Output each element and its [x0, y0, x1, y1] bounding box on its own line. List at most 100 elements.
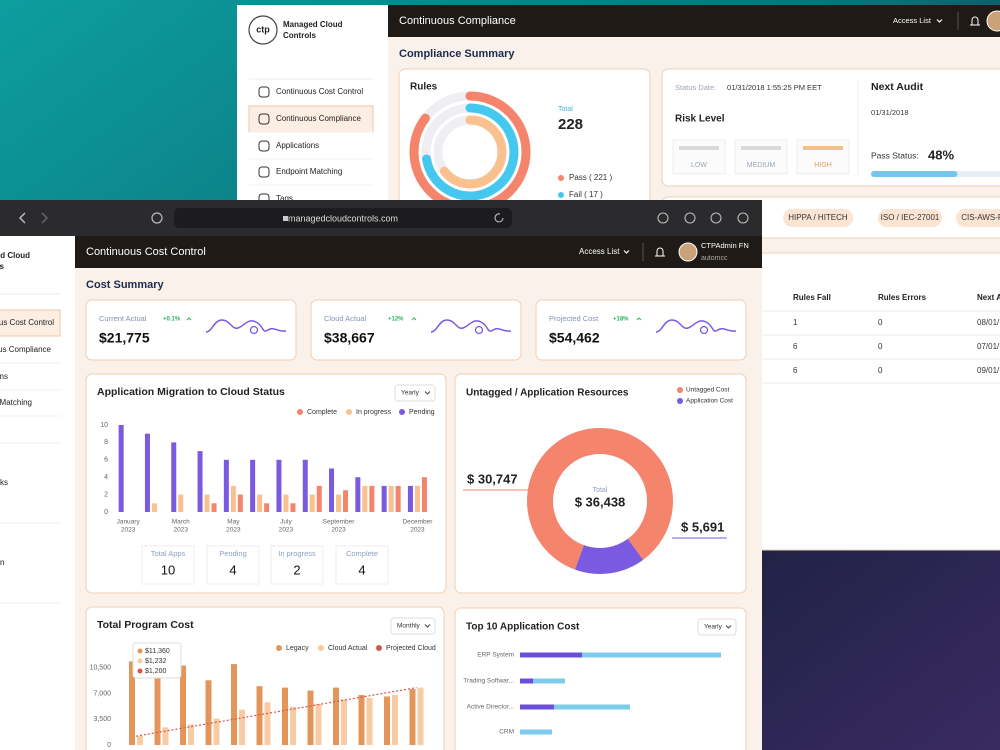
y-tick-label: 0 — [104, 509, 108, 516]
bar — [341, 699, 347, 745]
dropdown[interactable] — [394, 384, 436, 402]
risk-box — [734, 139, 788, 175]
pass-value: 48% — [928, 147, 954, 162]
bar — [162, 727, 169, 745]
x-tick-label: December — [402, 519, 433, 526]
nav-item[interactable]: n — [0, 558, 4, 567]
table-cell: 0 — [878, 366, 883, 375]
bar — [315, 703, 322, 745]
nav-item[interactable]: Continuous Cost Control — [276, 87, 363, 96]
nav-item[interactable]: Continuous Compliance — [0, 345, 52, 354]
nav-item[interactable]: Tags — [276, 194, 293, 203]
stat-label: In progress — [278, 549, 316, 558]
stat-box — [141, 545, 195, 585]
table-cell: 09/01/ — [977, 366, 1000, 375]
chevron — [424, 624, 431, 628]
nav-item[interactable]: Endpoint Matching — [276, 167, 342, 176]
next-audit-title: Next Audit — [871, 81, 924, 93]
legend-dot — [376, 645, 382, 651]
nav-item[interactable]: ks — [0, 478, 8, 487]
nav-item[interactable]: Continuous Compliance — [276, 114, 361, 123]
table-cell: 6 — [793, 342, 798, 351]
nav-item[interactable]: Applications — [0, 372, 8, 381]
bar — [231, 664, 237, 745]
bell-icon — [970, 16, 980, 26]
nav-item[interactable]: Continuous Cost Control — [0, 318, 54, 327]
bar — [336, 494, 342, 512]
y-tick-label: CRM — [499, 729, 514, 736]
nav-item[interactable]: Endpoint Matching — [0, 398, 32, 407]
access-list[interactable]: Access List — [893, 16, 932, 25]
stat-box — [335, 545, 389, 585]
bar — [307, 690, 314, 745]
sparkline-marker — [474, 325, 484, 335]
bar — [290, 503, 296, 512]
x-tick-label: 2023 — [174, 527, 189, 534]
table-cell: 6 — [793, 366, 798, 375]
nav-icon — [258, 166, 270, 178]
legend-dot — [677, 387, 683, 393]
y-tick-label: 0 — [107, 742, 111, 749]
y-tick-label: 10 — [100, 422, 108, 429]
shield-icon — [151, 212, 163, 224]
kpi-label: Cloud Actual — [324, 314, 366, 323]
kpi-card — [535, 299, 747, 361]
table-header: Next A — [977, 293, 1000, 302]
nav-icon — [258, 140, 270, 152]
bar — [395, 485, 401, 512]
legend-dot — [318, 645, 324, 651]
bar — [582, 652, 721, 658]
y-tick-label: 8 — [104, 439, 108, 446]
forward-button — [41, 212, 49, 224]
tooltip-dot — [137, 658, 143, 664]
bar — [180, 665, 186, 745]
risk-bar — [803, 146, 843, 150]
y-tick-label: 10,500 — [90, 665, 112, 672]
dropdown[interactable] — [697, 618, 737, 636]
stat-label: Complete — [346, 549, 378, 558]
bar — [309, 494, 315, 512]
kpi-caret — [186, 317, 192, 321]
avatar — [678, 242, 698, 262]
legend-item: Untagged Cost — [686, 387, 730, 394]
x-tick-label: 2023 — [279, 527, 294, 534]
url-bar[interactable] — [174, 208, 512, 228]
chart-title: Untagged / Application Resources — [466, 388, 629, 399]
tag: HIPPA / HITECH — [788, 213, 848, 222]
y-tick-label: 2 — [104, 491, 108, 498]
y-tick-label: 7,000 — [93, 690, 111, 697]
sparkline-marker — [699, 325, 709, 335]
kpi-change: +18% — [613, 317, 629, 323]
tag-pill — [878, 209, 942, 227]
bar — [343, 490, 349, 512]
kpi-card — [85, 299, 297, 361]
dropdown-value: Yearly — [401, 390, 420, 397]
dropdown[interactable] — [390, 617, 436, 635]
x-tick-label: May — [227, 519, 240, 526]
lock-icon — [283, 216, 288, 221]
tag: ISO / IEC-27001 — [881, 213, 940, 222]
nav-item[interactable]: Applications — [276, 141, 319, 150]
toolbar-icon — [657, 212, 669, 224]
tooltip-dot — [137, 668, 143, 674]
pass-label: Pass Status: — [871, 150, 919, 160]
legend-dot — [399, 409, 405, 415]
bar — [417, 687, 424, 745]
access-list[interactable]: Access List — [579, 247, 620, 256]
legend-dot — [276, 645, 282, 651]
total-label: Total — [558, 106, 573, 113]
dropdown-value: Monthly — [397, 623, 421, 630]
y-tick-label: Active Director... — [467, 704, 515, 711]
next-audit-date: 01/31/2018 — [871, 108, 909, 117]
bar — [520, 652, 582, 658]
data-label: $ 5,691 — [681, 519, 724, 534]
bar — [250, 459, 256, 512]
bar — [421, 477, 427, 512]
sparkline — [430, 319, 512, 333]
x-tick-label: 2023 — [226, 527, 241, 534]
nav-icon — [258, 86, 270, 98]
ring — [433, 115, 507, 189]
stat-value: 10 — [161, 562, 175, 577]
legend-dot — [346, 409, 352, 415]
bar — [392, 694, 398, 745]
